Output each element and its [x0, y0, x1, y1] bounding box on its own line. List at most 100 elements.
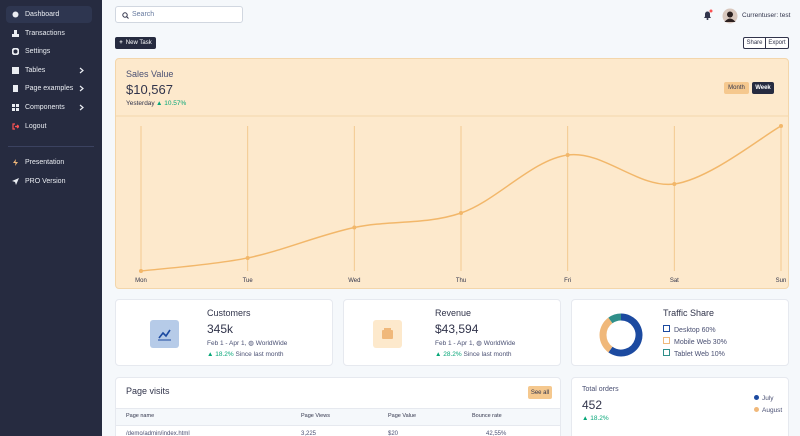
- customers-icon: [150, 320, 179, 348]
- nav-item[interactable]: PRO Version: [6, 173, 92, 190]
- nav-item[interactable]: Presentation: [6, 154, 92, 171]
- nav-label: PRO Version: [25, 178, 66, 185]
- card-value: 452: [582, 398, 603, 412]
- traffic-name: Desktop: [674, 327, 700, 334]
- total-orders-card: Total orders 452 ▲ 18.2% July August: [571, 377, 789, 436]
- sales-point: [672, 182, 677, 186]
- revenue-icon: [373, 320, 402, 348]
- nav-label: Transactions: [25, 30, 65, 37]
- table-cell: 42,55%: [486, 431, 507, 436]
- traffic-value: 60%: [701, 327, 716, 334]
- legend-item: August: [754, 407, 782, 414]
- sales-point: [459, 211, 463, 215]
- range: Feb 1 - Apr 1,: [435, 340, 475, 347]
- nav-item[interactable]: Settings: [6, 43, 92, 60]
- column-header: Page name: [126, 413, 155, 419]
- sales-point: [779, 124, 783, 128]
- customers-card: Customers 345k Feb 1 - Apr 1, ◍ WorldWid…: [115, 299, 333, 366]
- export-button[interactable]: Export: [766, 37, 789, 49]
- divider: [8, 146, 94, 147]
- change-note: Since last month: [235, 351, 284, 358]
- traffic-item: Mobile Web 30%: [663, 337, 727, 346]
- traffic-item: Desktop 60%: [663, 325, 716, 334]
- table-cell: $20: [388, 431, 399, 436]
- x-tick-label: Mon: [135, 278, 147, 284]
- nav-label: Components: [25, 104, 65, 111]
- region: WorldWide: [483, 340, 516, 347]
- page-visits-card: Page visits See all Page name Page Views P…: [115, 377, 561, 436]
- nav-item[interactable]: Page examples: [6, 80, 92, 97]
- share-button[interactable]: Share: [743, 37, 766, 49]
- search-icon: [122, 12, 129, 19]
- sales-period: Yesterday: [126, 100, 155, 107]
- nav-item[interactable]: Logout: [6, 118, 92, 135]
- range: Feb 1 - Apr 1,: [207, 340, 247, 347]
- x-tick-label: Sun: [776, 278, 787, 284]
- card-value: 345k: [207, 322, 234, 336]
- legend-label: August: [762, 407, 783, 414]
- traffic-value: 10%: [710, 351, 725, 358]
- button-label: Week: [755, 85, 771, 91]
- nav-item[interactable]: Tables: [6, 62, 92, 79]
- avatar[interactable]: [722, 8, 738, 24]
- change-value: 28.2%: [443, 351, 462, 358]
- card-change: ▲ 18.2%: [582, 415, 609, 422]
- legend-label: July: [762, 395, 774, 402]
- traffic-icon: [663, 337, 670, 344]
- legend-dot: [754, 407, 759, 412]
- traffic-name: Mobile Web: [674, 339, 711, 346]
- traffic-name: Tablet Web: [674, 351, 709, 358]
- donut-segment: [608, 313, 643, 357]
- change-value: 18.2%: [215, 351, 234, 358]
- button-label: Share: [746, 40, 763, 46]
- notification-bell[interactable]: [702, 9, 714, 21]
- nav-item[interactable]: Transactions: [6, 25, 92, 42]
- button-label: Export: [768, 40, 786, 46]
- month-button[interactable]: Month: [724, 82, 749, 94]
- sales-change: ▲ 10.57%: [156, 100, 187, 107]
- nav-label: Presentation: [25, 159, 65, 166]
- traffic-donut: [599, 313, 643, 357]
- search-box[interactable]: Search: [115, 6, 243, 23]
- revenue-card: Revenue $43,594 Feb 1 - Apr 1, ◍ WorldWi…: [343, 299, 561, 366]
- week-button[interactable]: Week: [752, 82, 774, 94]
- card-title: Total orders: [582, 386, 619, 393]
- nav-item[interactable]: Dashboard: [6, 6, 92, 23]
- nav-label: Page examples: [25, 85, 74, 92]
- x-tick-label: Fri: [564, 278, 571, 284]
- sales-point: [245, 255, 250, 260]
- nav-item[interactable]: Components: [6, 99, 92, 116]
- column-header: Bounce rate: [472, 413, 502, 419]
- traffic-icon: [663, 349, 670, 356]
- sidebar: Dashboard Transactions Settings Tables P…: [0, 0, 102, 436]
- column-header: Page Value: [388, 413, 417, 419]
- nav-label: Dashboard: [25, 11, 60, 18]
- sales-card: Mon Tue Wed Thu Fri Sat Sun Sales Value $10,56…: [115, 58, 789, 289]
- button-label: See all: [530, 389, 550, 396]
- traffic-item: Tablet Web 10%: [663, 349, 725, 358]
- card-change: ▲ 28.2% Since last month: [435, 351, 512, 358]
- table-header: [116, 408, 560, 426]
- button-label: Month: [728, 85, 745, 91]
- column-header: Page Views: [301, 413, 330, 419]
- search-placeholder: Search: [132, 11, 155, 18]
- see-all-button[interactable]: See all: [528, 386, 552, 399]
- sales-point: [565, 153, 570, 157]
- new-task-button[interactable]: + New Task: [115, 37, 156, 49]
- sales-chart: Mon Tue Wed Thu Fri Sat Sun: [116, 115, 788, 284]
- traffic-icon: [663, 325, 670, 332]
- card-title: Traffic Share: [663, 308, 715, 318]
- card-range: Feb 1 - Apr 1, ◍ WorldWide: [435, 340, 516, 347]
- legend-dot: [754, 395, 759, 400]
- change-value: 18.2%: [590, 415, 609, 422]
- sales-point: [139, 269, 143, 273]
- user-name: Currentuser: test: [742, 12, 791, 19]
- change-note: Since last month: [463, 351, 512, 358]
- x-tick-label: Tue: [243, 278, 254, 284]
- button-label: New Task: [125, 40, 152, 46]
- card-value: $43,594: [435, 322, 479, 336]
- nav-label: Settings: [25, 48, 51, 55]
- card-title: Page visits: [126, 386, 170, 396]
- x-tick-label: Sat: [670, 278, 679, 284]
- card-title: Revenue: [435, 308, 472, 318]
